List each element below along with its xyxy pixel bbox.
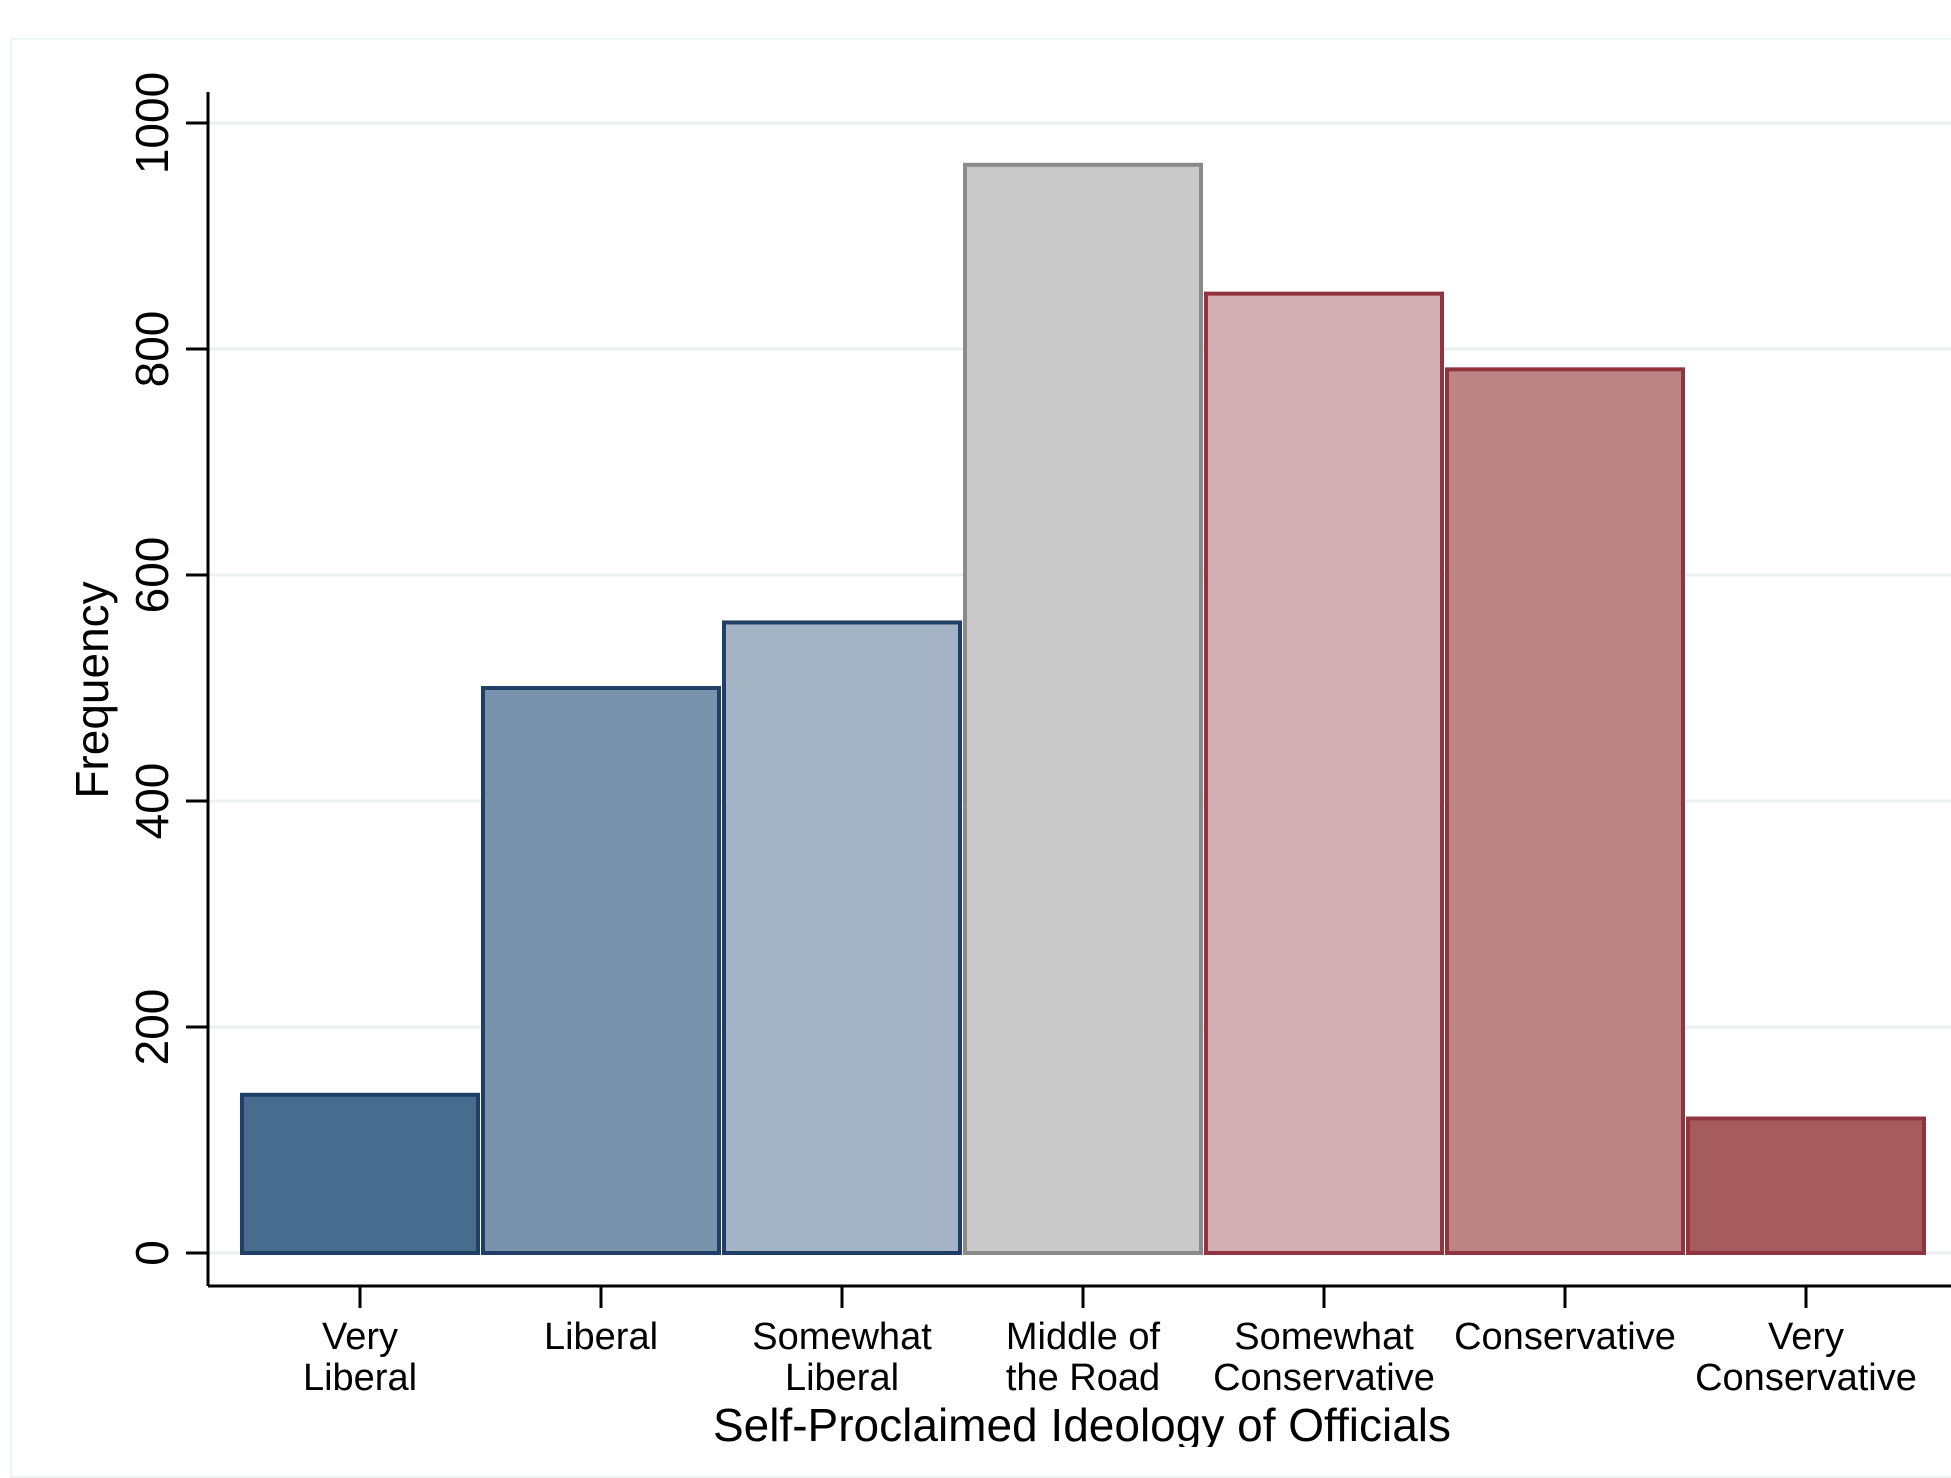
y-tick-label: 600 [126, 537, 178, 614]
x-tick-label: Very Liberal [303, 1316, 417, 1399]
x-tick-label: Conservative [1454, 1316, 1676, 1358]
y-axis-label: Frequency [66, 581, 118, 798]
bar [1204, 291, 1444, 1255]
x-axis-label: Self-Proclaimed Ideology of Officials [713, 1399, 1451, 1447]
x-tick-label: Middle of the Road [1006, 1316, 1161, 1399]
y-tick-label: 0 [126, 1240, 178, 1266]
axes [206, 92, 1951, 1288]
bar [963, 162, 1203, 1255]
x-tick-label: Very Conservative [1695, 1316, 1917, 1399]
bars [240, 162, 1926, 1256]
bar-chart: 0 200 400 600 800 1000 Very Liberal Liberal Some… [66, 72, 1951, 1447]
bar [240, 1092, 480, 1256]
y-axis-ticks: 0 200 400 600 800 1000 [126, 72, 208, 1266]
x-tick-label: Liberal [544, 1316, 658, 1358]
bar [1445, 367, 1685, 1255]
x-tick-label: Somewhat Liberal [752, 1316, 932, 1399]
x-axis-ticks: Very Liberal Liberal Somewhat Liberal Middle … [303, 1286, 1917, 1399]
y-tick-label: 800 [126, 311, 178, 388]
bar [1686, 1116, 1926, 1256]
y-tick-label: 400 [126, 763, 178, 840]
bar [481, 686, 721, 1255]
y-tick-label: 1000 [126, 72, 178, 174]
x-tick-label: Somewhat Conservative [1213, 1316, 1435, 1399]
bar [722, 620, 962, 1255]
y-tick-label: 200 [126, 989, 178, 1066]
